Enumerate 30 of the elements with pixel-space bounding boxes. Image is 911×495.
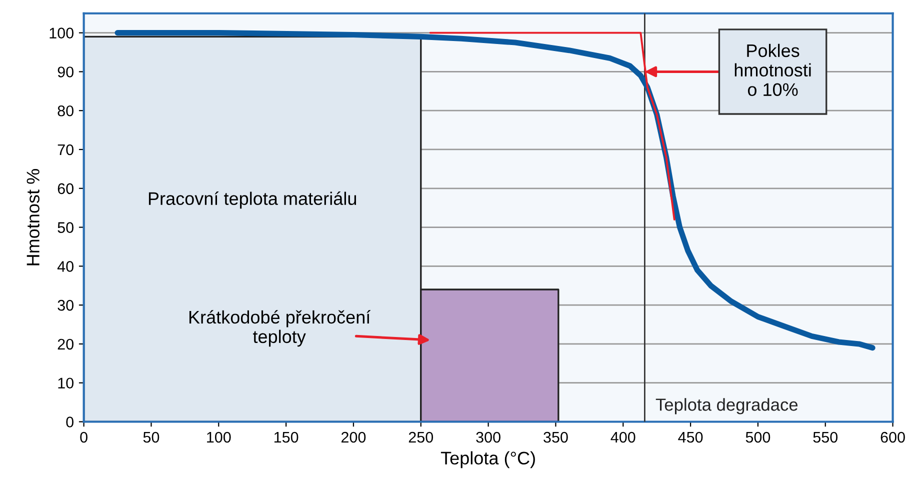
y-tick-label: 40 [57, 261, 74, 272]
x-tick-label: 200 [341, 432, 366, 443]
x-tick-label: 400 [610, 432, 636, 443]
x-tick-label: 50 [143, 432, 160, 443]
y-tick-label: 90 [58, 66, 74, 78]
x-tick-label: 300 [476, 432, 500, 443]
x-tick-label: 450 [678, 432, 703, 443]
x-tick-label: 100 [207, 432, 231, 443]
x-tick-label: 0 [80, 432, 88, 443]
x-tick-label: 500 [746, 432, 770, 443]
y-tick-label: 60 [58, 183, 74, 194]
y-tick-label: 50 [58, 222, 74, 233]
ref-line-label: Teplota degradace [656, 398, 798, 414]
y-tick-label: 80 [58, 105, 74, 116]
y-tick-label: 20 [58, 338, 74, 350]
x-tick-label: 350 [544, 432, 568, 443]
y-axis-title: Hmotnost % [26, 169, 40, 266]
y-tick-label: 0 [66, 416, 74, 428]
y-tick-label: 30 [58, 300, 74, 311]
y-tick-label: 70 [58, 144, 74, 156]
y-tick-label: 10 [58, 378, 74, 389]
annotation: Krátkodobé překročení teploty [189, 310, 371, 347]
x-tick-label: 150 [274, 432, 298, 443]
annotation: Pracovní teplota materiálu [148, 192, 356, 209]
x-tick-label: 250 [408, 432, 434, 443]
x-axis-title: Teplota (°C) [440, 451, 535, 468]
y-tick-label: 100 [50, 28, 74, 38]
x-tick-label: 550 [813, 432, 838, 443]
x-tick-label: 600 [880, 432, 905, 443]
annotation: Pokles hmotnosti o 10% [734, 44, 811, 96]
